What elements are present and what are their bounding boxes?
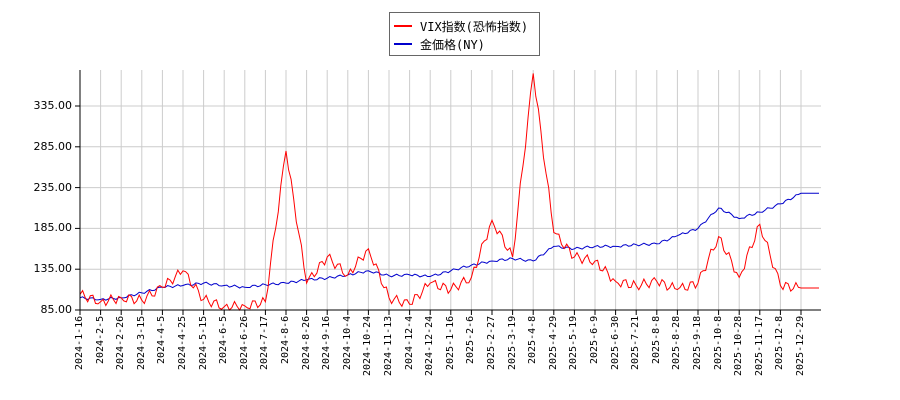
y-tick-label: 185.00 xyxy=(33,221,73,235)
x-tick-label: 2025-9-18 xyxy=(692,315,703,370)
x-tick-label: 2024-9-16 xyxy=(321,315,333,370)
x-tick-label: 2025-7-21 xyxy=(630,315,642,370)
legend-item-gold: 金価格(NY) xyxy=(394,35,485,53)
grid-lines xyxy=(75,70,821,315)
axes xyxy=(79,70,821,311)
x-tick-label: 2025-6-30 xyxy=(609,315,621,370)
x-tick-label: 2024-6-5 xyxy=(218,315,230,364)
x-tick-label: 2025-8-28 xyxy=(671,315,683,370)
x-tick-label: 2024-11-13 xyxy=(383,315,394,376)
y-tick-label: 85.00 xyxy=(40,303,73,316)
x-tick-label: 2024-3-15 xyxy=(135,315,147,370)
x-tick-label: 2025-10-8 xyxy=(712,315,724,370)
x-tick-label: 2024-12-4 xyxy=(403,315,415,370)
x-tick-label: 2025-6-9 xyxy=(589,315,600,364)
y-tick-label: 285.00 xyxy=(33,139,73,153)
chart-legend: VIX指数(恐怖指数) 金価格(NY) xyxy=(389,12,540,56)
x-tick-label: 2024-2-26 xyxy=(115,315,127,370)
x-tick-label: 2024-2-5 xyxy=(94,315,106,364)
vix-line xyxy=(79,73,819,311)
x-tick-label: 2025-4-8 xyxy=(527,315,539,364)
x-tick-label: 2025-4-29 xyxy=(547,315,559,370)
x-tick-label: 2025-5-19 xyxy=(568,315,580,370)
x-tick-label: 2024-5-15 xyxy=(197,315,209,370)
y-tick-label: 335.00 xyxy=(33,99,73,112)
x-tick-label: 2024-10-4 xyxy=(341,315,353,370)
legend-item-vix: VIX指数(恐怖指数) xyxy=(394,17,528,35)
x-tick-label: 2025-2-6 xyxy=(465,315,477,364)
x-tick-label: 2024-7-17 xyxy=(259,315,271,370)
x-tick-label: 2025-11-17 xyxy=(753,315,765,376)
x-tick-label: 2024-8-26 xyxy=(300,315,312,370)
legend-label-gold: 金価格(NY) xyxy=(420,37,485,52)
x-tick-label: 2024-4-5 xyxy=(156,315,168,364)
x-tick-label: 2024-12-24 xyxy=(424,315,436,376)
x-tick-label: 2024-4-25 xyxy=(177,315,188,370)
x-tick-label: 2024-1-16 xyxy=(74,315,85,370)
blue-line-swatch-icon xyxy=(394,43,412,45)
data-series xyxy=(79,73,819,311)
x-tick-label: 2025-12-29 xyxy=(795,315,806,376)
x-tick-label: 2025-2-27 xyxy=(486,315,497,370)
gold-line xyxy=(79,192,819,301)
red-line-swatch-icon xyxy=(394,25,412,27)
x-tick-label: 2025-8-8 xyxy=(650,315,662,364)
x-tick-label: 2024-10-24 xyxy=(362,315,374,376)
x-tick-label: 2025-10-28 xyxy=(733,315,745,376)
y-tick-label: 235.00 xyxy=(33,180,73,194)
x-tick-label: 2024-8-6 xyxy=(280,315,291,364)
x-tick-label: 2025-12-8 xyxy=(774,315,786,370)
legend-label-vix: VIX指数(恐怖指数) xyxy=(420,19,529,34)
y-tick-label: 135.00 xyxy=(33,262,73,276)
x-tick-label: 2025-3-19 xyxy=(506,315,518,370)
x-tick-label: 2025-1-16 xyxy=(444,315,456,370)
x-tick-label: 2024-6-26 xyxy=(238,315,250,370)
